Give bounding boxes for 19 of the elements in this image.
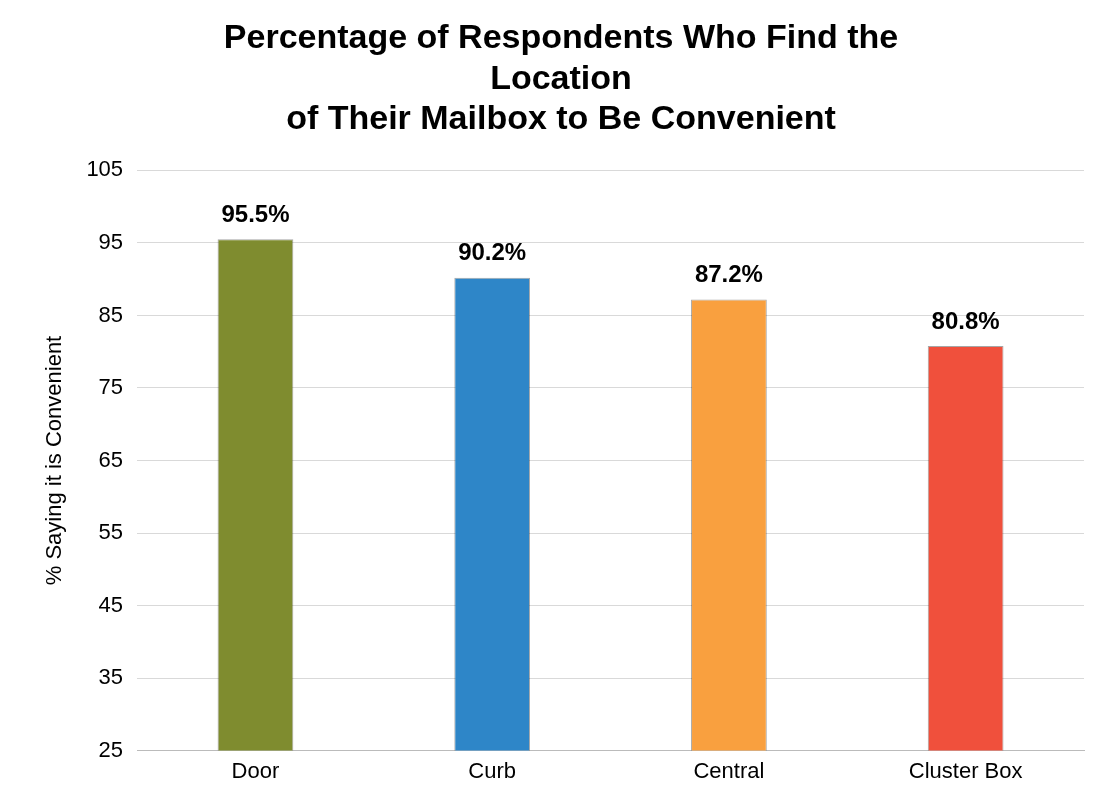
y-axis-title: % Saying it is Convenient [41, 335, 67, 586]
y-tick-label: 65 [98, 446, 124, 472]
y-tick-label: 95 [98, 228, 124, 254]
y-tick-label: 55 [98, 519, 124, 545]
data-label: 80.8% [931, 306, 1000, 334]
y-tick-label: 105 [86, 156, 124, 182]
data-label: 95.5% [221, 199, 290, 227]
x-tick-label: Central [693, 757, 765, 783]
x-tick-label: Curb [468, 757, 517, 783]
y-tick-label: 25 [98, 736, 124, 762]
x-tick-label: Door [231, 757, 280, 783]
y-tick-label: 45 [98, 591, 124, 617]
y-tick-label: 75 [98, 374, 124, 400]
data-label: 90.2% [458, 238, 527, 266]
x-tick-label: Cluster Box [908, 757, 1023, 783]
chart-title: Percentage of Respondents Who Find the Location of Their Mailbox to Be Convenient [223, 16, 899, 137]
data-label: 87.2% [694, 260, 763, 288]
y-tick-label: 85 [98, 301, 124, 327]
y-tick-label: 35 [98, 664, 124, 690]
